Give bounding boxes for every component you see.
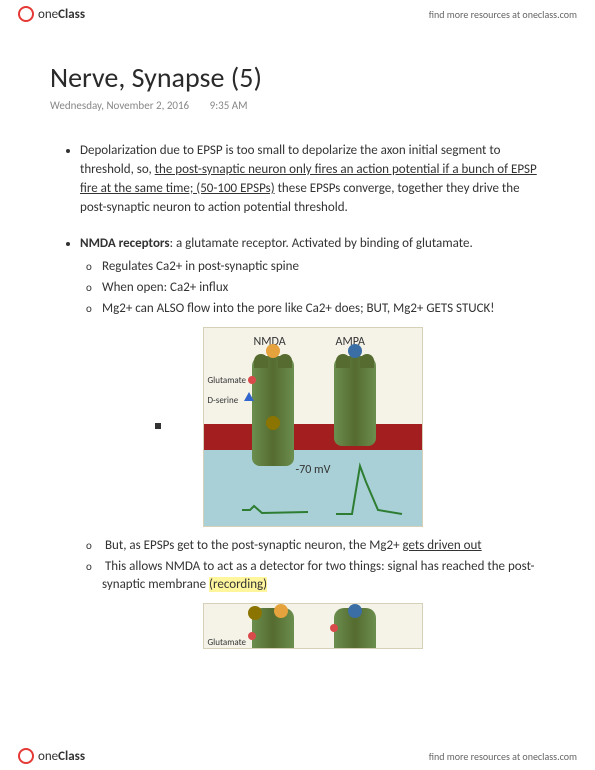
footer-link[interactable]: find more resources at oneclass.com [429, 750, 577, 763]
sub-list-2: But, as EPSPs get to the post-synaptic n… [80, 537, 545, 596]
brand-part2: Class [58, 749, 85, 764]
sub-item: Mg2+ can ALSO flow into the pore like Ca… [102, 300, 545, 319]
brand-logo-footer: oneClass [18, 748, 85, 764]
page-title: Nerve, Synapse (5) [50, 60, 545, 95]
sub-item: But, as EPSPs get to the post-synaptic n… [102, 537, 545, 556]
brand-logo: oneClass [18, 6, 85, 22]
membrane-band [204, 424, 422, 450]
ampa-trace [334, 462, 404, 518]
glutamate-dot [248, 632, 256, 640]
header-bar: oneClass find more resources at oneclass… [0, 0, 595, 28]
diagram-container: NMDA AMPA Glutamate D-serine -70 mV [80, 327, 545, 527]
na-ion [348, 604, 362, 618]
page-time: 9:35 AM [210, 99, 248, 112]
bullet-list: Depolarization due to EPSP is too small … [50, 142, 545, 649]
label-glutamate-2: Glutamate [208, 636, 247, 649]
page-date: Wednesday, November 2, 2016 [50, 99, 189, 112]
list-item: Depolarization due to EPSP is too small … [80, 142, 545, 217]
diagram-2: Glutamate [203, 603, 423, 649]
diagram2-container: Glutamate [80, 603, 545, 649]
label-glutamate: Glutamate [208, 374, 247, 387]
label-dserine: D-serine [208, 394, 239, 407]
brand-part1: one [38, 7, 58, 22]
sub-item: When open: Ca2+ influx [102, 279, 545, 298]
brand-part2: Class [58, 7, 85, 22]
footer-bar: oneClass find more resources at oneclass… [0, 742, 595, 770]
mg-ion [248, 606, 262, 620]
brand-part1: one [38, 749, 58, 764]
text-underline: gets driven out [402, 538, 481, 553]
header-link[interactable]: find more resources at oneclass.com [429, 8, 577, 21]
square-bullet-icon [155, 423, 161, 429]
nmda-receptor [252, 356, 294, 466]
glutamate-dot [330, 624, 338, 632]
glutamate-dot [248, 376, 256, 384]
ca-ion [274, 604, 288, 618]
sub-list: Regulates Ca2+ in post-synaptic spine Wh… [80, 258, 545, 319]
dserine-triangle [244, 392, 254, 401]
nmda-trace [240, 500, 310, 518]
ca-ion [266, 344, 280, 358]
page-meta: Wednesday, November 2, 2016 9:35 AM [50, 99, 545, 112]
na-ion [348, 344, 362, 358]
mg-ion [266, 416, 280, 430]
page-content: Nerve, Synapse (5) Wednesday, November 2… [50, 60, 545, 667]
text: This allows NMDA to act as a detector fo… [102, 559, 535, 593]
brand-icon [18, 748, 34, 764]
text: But, as EPSPs get to the post-synaptic n… [105, 538, 403, 553]
sub-item: Regulates Ca2+ in post-synaptic spine [102, 258, 545, 277]
text-bold: NMDA receptors [80, 236, 170, 251]
list-item: NMDA receptors: a glutamate receptor. Ac… [80, 235, 545, 649]
ampa-receptor [334, 356, 376, 446]
voltage-label: -70 mV [296, 462, 331, 479]
brand-icon [18, 6, 34, 22]
text: : a glutamate receptor. Activated by bin… [170, 236, 473, 251]
nmda-ampa-diagram: NMDA AMPA Glutamate D-serine -70 mV [203, 327, 423, 527]
sub-item: This allows NMDA to act as a detector fo… [102, 558, 545, 596]
text-highlight: (recording) [209, 577, 267, 592]
